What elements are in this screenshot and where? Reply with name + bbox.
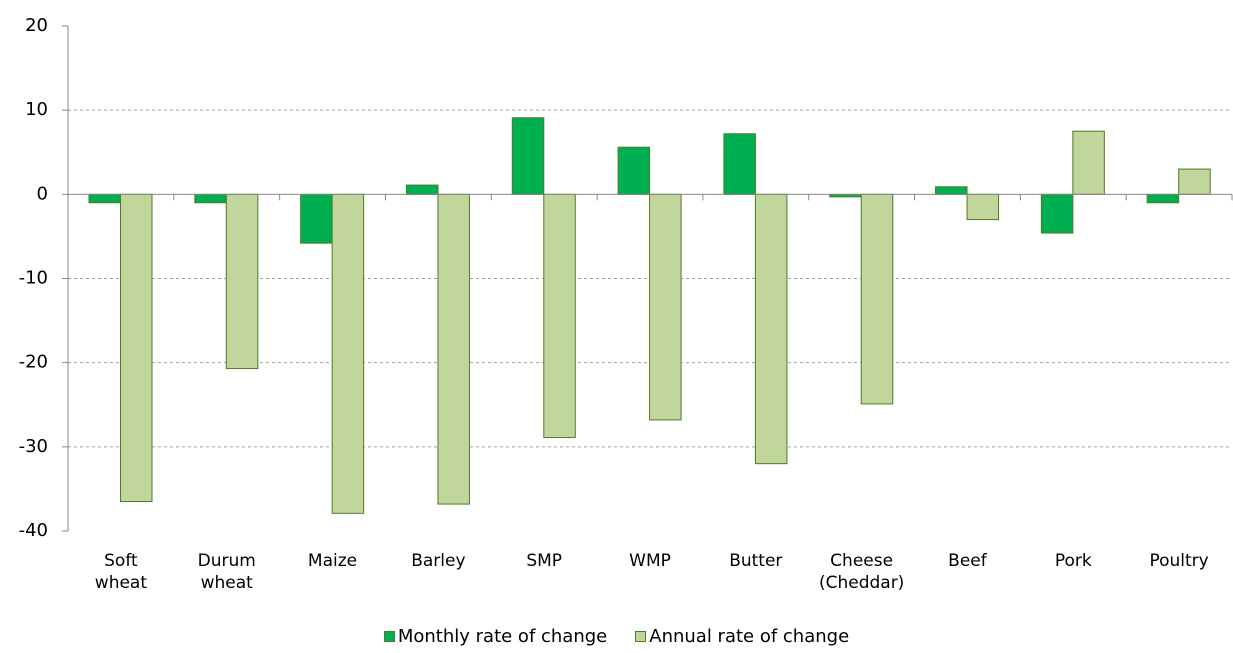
bar [1040,193,1074,234]
y-tick-label: -20 [19,352,48,373]
bar [1146,193,1180,204]
x-tick-label: Barley [411,551,466,571]
legend-label: Monthly rate of change [397,626,608,647]
legend: Monthly rate of change Annual rate of cha… [0,626,1233,647]
x-tick-label: Cheese (Cheddar) [818,551,905,593]
y-tick-label: 20 [25,15,48,36]
bar [511,117,545,195]
x-tick-label: Beef [948,551,987,571]
bar [405,184,439,195]
bar [331,193,365,514]
legend-item: Annual rate of change [635,626,849,647]
legend-swatch [383,631,395,642]
x-tick-label: Maize [307,551,358,571]
x-tick-label: Pork [1054,551,1092,571]
x-tick-label: Soft wheat [94,551,148,593]
bar [120,193,153,503]
x-tick-label: Butter [729,551,783,571]
bar [543,193,576,439]
y-tick-label: -30 [19,436,48,457]
bar [649,193,682,421]
bar [723,133,756,195]
bar [860,193,894,405]
legend-swatch [635,631,647,642]
bar [88,193,121,204]
bar [935,186,968,195]
legend-item: Monthly rate of change [383,626,608,647]
x-tick-label: SMP [526,551,563,571]
y-tick-label: -10 [19,268,48,289]
bar [225,193,259,370]
bar [300,193,333,244]
bar [754,193,788,465]
legend-label: Annual rate of change [649,626,850,647]
bar [966,193,1000,221]
y-tick-label: -40 [19,520,48,541]
bar [617,146,651,195]
bar [194,193,227,204]
bar [1178,168,1211,195]
bar [1072,130,1105,195]
bar [437,193,470,505]
x-tick-label: Durum wheat [197,551,256,593]
x-tick-label: WMP [629,551,671,571]
x-tick-label: Poultry [1149,551,1209,571]
y-tick-label: 0 [37,183,48,204]
y-tick-label: 10 [25,99,48,120]
